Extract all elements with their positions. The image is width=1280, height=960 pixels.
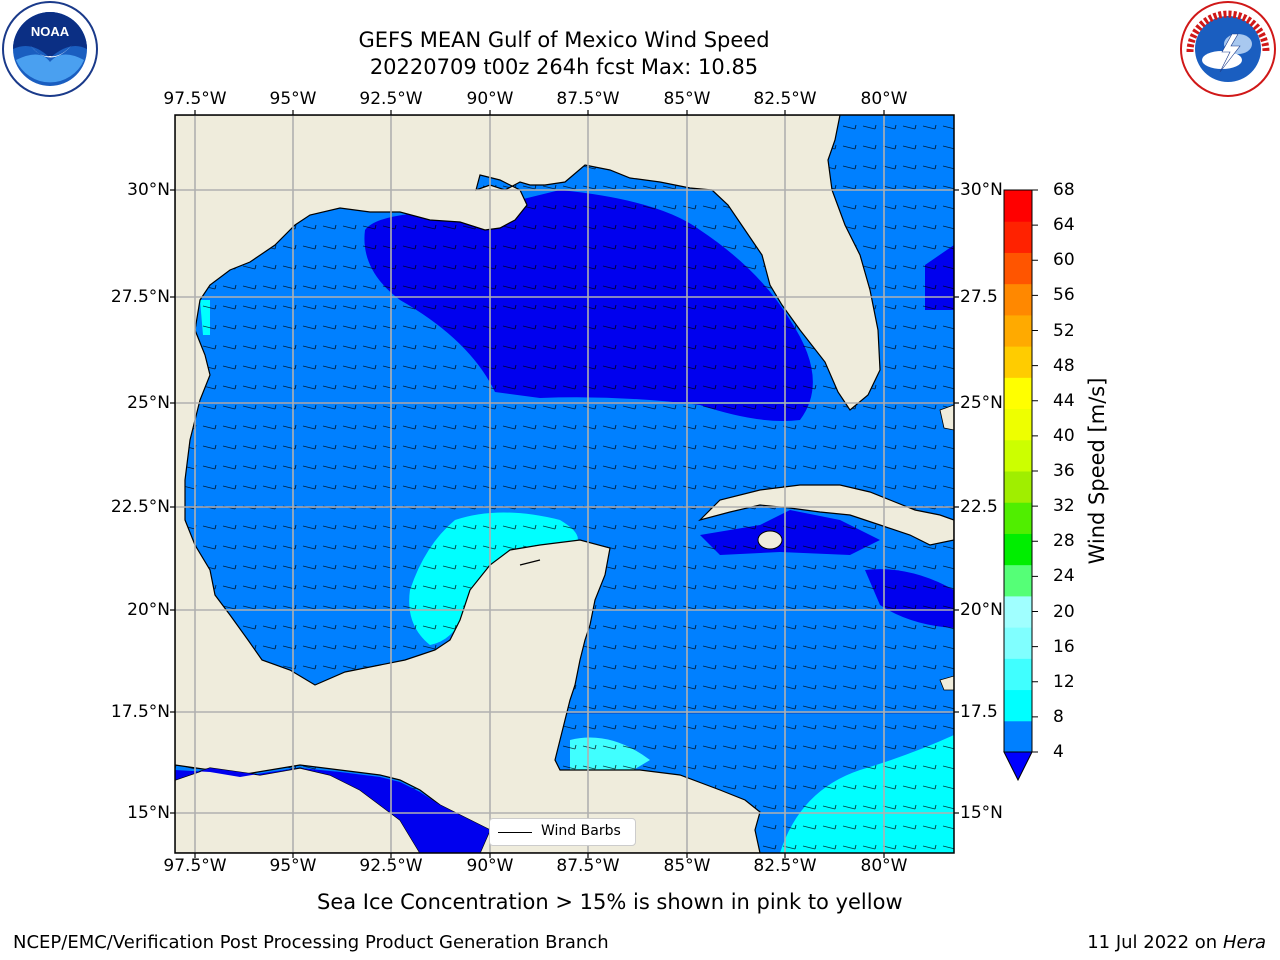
lat-tick-left: 30°N — [127, 180, 170, 200]
lon-tick-top: 90°W — [466, 89, 514, 109]
lat-tick-right: 17.5 — [960, 702, 998, 722]
colorbar-tick-label: 28 — [1053, 531, 1075, 552]
lon-tick-top: 85°W — [663, 89, 711, 109]
lon-tick-bottom: 92.5°W — [359, 856, 423, 876]
colorbar-extend-arrow — [1003, 751, 1033, 782]
colorbar-tick-label: 56 — [1053, 285, 1075, 306]
lon-tick-bottom: 87.5°W — [556, 856, 620, 876]
map-legend: Wind Barbs — [489, 818, 636, 846]
colorbar-tick-label: 64 — [1053, 215, 1075, 236]
footer-date-text: 11 Jul 2022 on — [1087, 932, 1223, 953]
subtitle: Sea Ice Concentration > 15% is shown in … — [317, 890, 903, 914]
title-line-2: 20220709 t00z 264h fcst Max: 10.85 — [369, 55, 759, 79]
lon-tick-bottom: 82.5°W — [753, 856, 817, 876]
colorbar — [1003, 189, 1038, 782]
lat-tick-right: 15°N — [960, 803, 1003, 823]
lon-tick-bottom: 80°W — [860, 856, 908, 876]
lon-tick-top: 87.5°W — [556, 89, 620, 109]
noaa-logo: NOAA — [2, 1, 98, 97]
colorbar-segment — [1004, 408, 1032, 441]
colorbar-tick-label: 68 — [1053, 180, 1075, 200]
footer-machine: Hera — [1222, 932, 1266, 953]
colorbar-tick-label: 52 — [1053, 320, 1075, 341]
colorbar-tick-label: 48 — [1053, 355, 1075, 376]
wind-barb-legend-line — [498, 832, 532, 833]
colorbar-tick-label: 24 — [1053, 566, 1075, 587]
colorbar-tick-label: 12 — [1053, 671, 1075, 692]
colorbar-tick-label: 60 — [1053, 250, 1075, 271]
footer-credit: NCEP/EMC/Verification Post Processing Pr… — [13, 932, 609, 953]
colorbar-segment — [1004, 439, 1032, 472]
legend-label: Wind Barbs — [541, 823, 621, 839]
lon-tick-bottom: 97.5°W — [163, 856, 227, 876]
colorbar-segment — [1004, 595, 1032, 628]
lon-tick-top: 97.5°W — [163, 89, 227, 109]
lat-tick-left: 27.5°N — [110, 287, 170, 307]
map-frame — [174, 114, 955, 854]
lon-tick-bottom: 95°W — [269, 856, 317, 876]
colorbar-segment — [1004, 283, 1032, 316]
lat-tick-right: 27.5 — [960, 287, 998, 307]
lat-tick-left: 15°N — [127, 803, 170, 823]
lon-tick-top: 82.5°W — [753, 89, 817, 109]
colorbar-segment — [1004, 689, 1032, 722]
svg-text:NOAA: NOAA — [31, 24, 70, 39]
colorbar-segment — [1004, 533, 1032, 566]
lat-tick-right: 30°N — [960, 180, 1003, 200]
colorbar-segment — [1004, 190, 1032, 222]
lon-tick-bottom: 90°W — [466, 856, 514, 876]
lon-tick-top: 80°W — [860, 89, 908, 109]
colorbar-tick-label: 40 — [1053, 425, 1075, 446]
colorbar-segment — [1004, 502, 1032, 534]
colorbar-segment — [1004, 377, 1032, 410]
colorbar-tick-label: 8 — [1053, 706, 1064, 727]
colorbar-segment — [1004, 221, 1032, 253]
lat-tick-right: 25°N — [960, 393, 1003, 413]
lat-tick-left: 25°N — [127, 393, 170, 413]
colorbar-label: Wind Speed [m/s] — [1085, 377, 1109, 565]
colorbar-tick-label: 16 — [1053, 636, 1075, 657]
colorbar-tick-label: 36 — [1053, 461, 1075, 481]
lat-tick-left: 20°N — [127, 600, 170, 620]
colorbar-tick-label: 20 — [1053, 601, 1075, 622]
footer-date: 11 Jul 2022 on Hera — [1087, 932, 1266, 953]
colorbar-tick-label: 44 — [1053, 390, 1075, 411]
colorbar-tick-label: 4 — [1053, 742, 1064, 762]
lat-tick-right: 22.5 — [960, 497, 998, 517]
lon-tick-top: 92.5°W — [359, 89, 423, 109]
lat-tick-right: 20°N — [960, 600, 1003, 620]
colorbar-segment — [1004, 314, 1032, 347]
colorbar-segment — [1004, 252, 1032, 285]
lat-tick-left: 22.5°N — [110, 497, 170, 517]
lat-tick-left: 17.5°N — [110, 702, 170, 722]
lon-tick-top: 95°W — [269, 89, 317, 109]
colorbar-segment — [1004, 720, 1032, 753]
colorbar-segment — [1004, 471, 1032, 503]
title-line-1: GEFS MEAN Gulf of Mexico Wind Speed — [358, 28, 770, 52]
colorbar-segment — [1004, 627, 1032, 659]
lon-tick-bottom: 85°W — [663, 856, 711, 876]
colorbar-segment — [1004, 658, 1032, 691]
colorbar-tick-label: 32 — [1053, 496, 1075, 517]
nws-logo — [1180, 1, 1276, 97]
colorbar-segment — [1004, 346, 1032, 378]
colorbar-segment — [1004, 564, 1032, 597]
